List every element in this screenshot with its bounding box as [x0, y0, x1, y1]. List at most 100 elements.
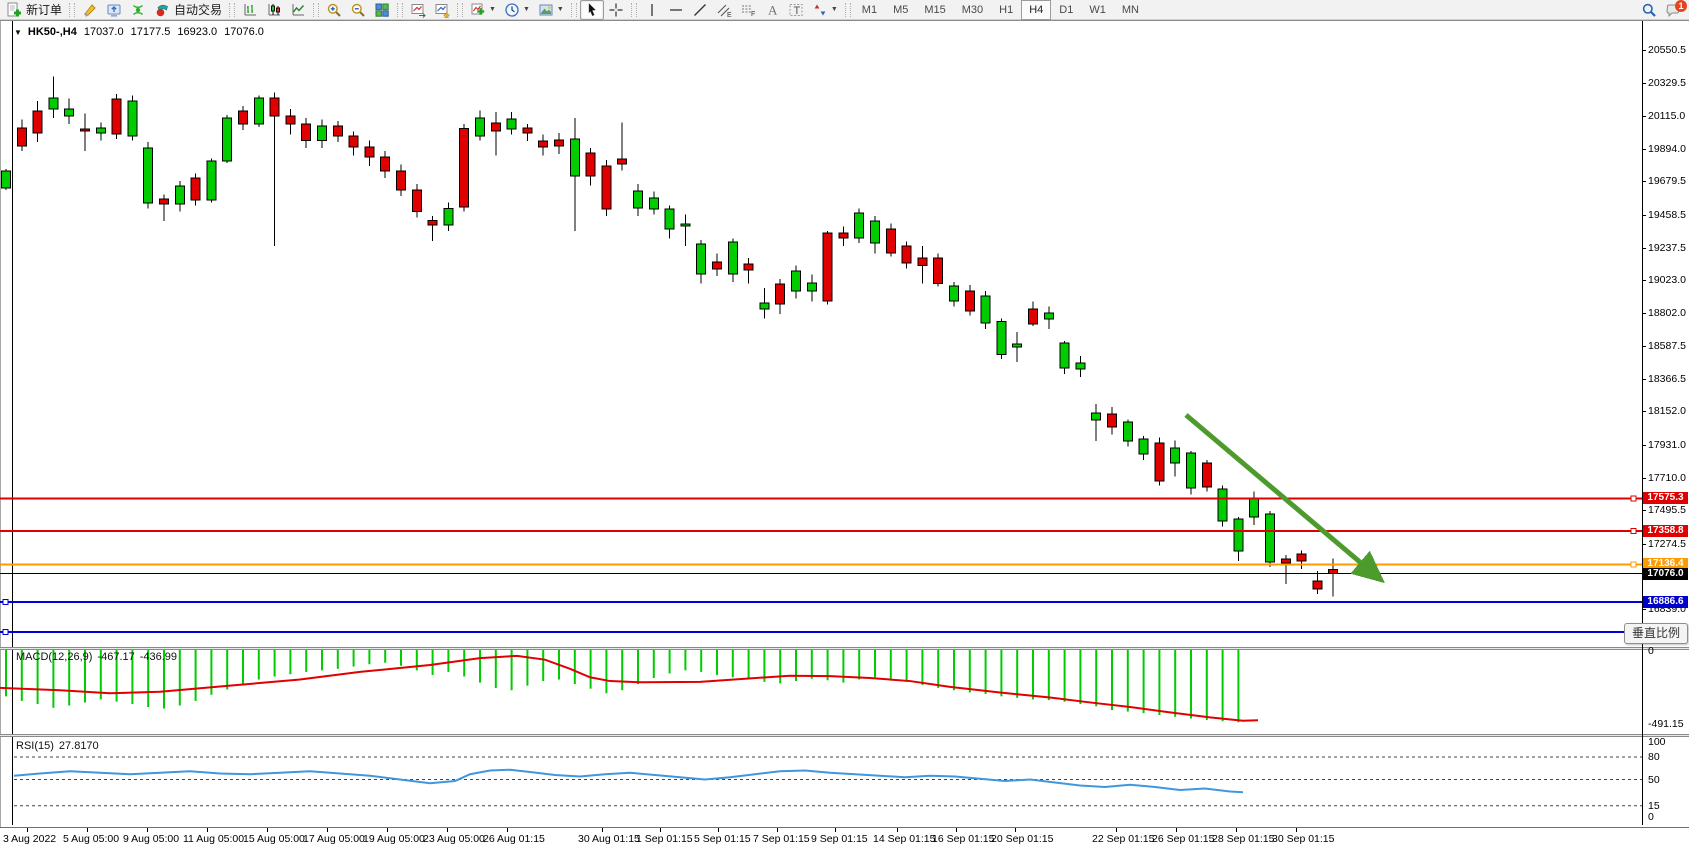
chart-window[interactable]: ▼ HK50-,H4 17037.0 17177.5 16923.0 17076…: [0, 20, 1689, 850]
candle: [380, 151, 391, 179]
candle: [506, 111, 517, 135]
symbol-info-bar: ▼ HK50-,H4 17037.0 17177.5 16923.0 17076…: [14, 26, 271, 38]
candle: [838, 226, 849, 246]
dropdown-arrow-icon[interactable]: ▼: [830, 6, 838, 13]
line-marker[interactable]: [2, 629, 9, 636]
time-label: 22 Sep 01:15: [1092, 833, 1155, 845]
line-marker[interactable]: [1630, 527, 1637, 534]
clock-icon: [504, 2, 520, 18]
collapse-icon[interactable]: ▼: [14, 27, 22, 37]
zoom-in-icon: [326, 2, 342, 18]
line-marker[interactable]: [1630, 561, 1637, 568]
templates-button[interactable]: ▼: [534, 0, 568, 20]
periods-button[interactable]: ▼: [500, 0, 534, 20]
candle: [1170, 440, 1181, 477]
macd-splitter[interactable]: [0, 647, 1689, 650]
cursor-button[interactable]: [579, 0, 604, 20]
time-tick: [1015, 828, 1016, 832]
time-tick: [718, 828, 719, 832]
price-tick-label: 18802.0: [1648, 307, 1686, 320]
bar-chart-button[interactable]: [238, 0, 262, 20]
trendline-button[interactable]: [688, 0, 712, 20]
chart-left-frame: [12, 21, 13, 825]
close-value: 17076.0: [224, 26, 264, 38]
rsi-axis-label: 15: [1648, 799, 1660, 812]
price-tick-label: 17495.5: [1648, 504, 1686, 517]
price-tick-label: 20115.0: [1648, 109, 1686, 122]
line-marker[interactable]: [2, 599, 9, 606]
timeframe-m15-button[interactable]: M15: [924, 3, 946, 16]
price-chart-panel[interactable]: [0, 21, 1642, 647]
candle: [949, 282, 959, 307]
zoom-out-button[interactable]: [346, 0, 370, 20]
news-signal-button[interactable]: [126, 0, 150, 20]
line-chart-button[interactable]: [286, 0, 310, 20]
candle-chart-button[interactable]: [262, 0, 286, 20]
symbol-label: HK50-,H4: [27, 26, 77, 38]
dropdown-arrow-icon[interactable]: ▼: [522, 6, 530, 13]
macd-panel[interactable]: [0, 649, 1642, 734]
equidistant-channel-button[interactable]: E: [712, 0, 736, 20]
timeframe-m30-button[interactable]: M30: [961, 3, 984, 16]
candle: [1059, 340, 1070, 375]
candle: [1280, 554, 1291, 584]
dropdown-arrow-icon[interactable]: ▼: [489, 6, 496, 13]
new-order-button[interactable]: 新订单: [2, 0, 66, 20]
time-axis[interactable]: 3 Aug 2022 5 Aug 05:00 9 Aug 05:00 11 Aug 0…: [0, 827, 1689, 850]
zoom-in-button[interactable]: [322, 0, 346, 20]
tile-windows-button[interactable]: [370, 0, 394, 20]
timeframe-h4-button[interactable]: H4: [1021, 0, 1052, 20]
autotrading-button[interactable]: 自动交易: [150, 0, 226, 20]
price-tick: [1642, 115, 1646, 117]
timeframe-w1-button[interactable]: W1: [1089, 3, 1106, 16]
candle: [601, 160, 612, 216]
arrows-button[interactable]: ▼: [808, 0, 842, 20]
line-marker[interactable]: [1630, 495, 1637, 502]
time-tick: [327, 828, 328, 832]
candle: [680, 214, 691, 246]
candle: [901, 241, 912, 269]
text-button[interactable]: A: [760, 0, 784, 20]
dropdown-arrow-icon[interactable]: ▼: [556, 6, 564, 13]
low-value: 16923.0: [177, 26, 218, 38]
candle: [712, 253, 722, 277]
vertical-line-button[interactable]: [640, 0, 664, 20]
candle: [806, 274, 817, 302]
chart-shift-button[interactable]: [430, 0, 454, 20]
time-tick: [602, 828, 603, 832]
timeframe-m5-button[interactable]: M5: [893, 3, 909, 16]
candle: [143, 141, 154, 209]
price-tick: [1642, 345, 1646, 347]
svg-text:T: T: [793, 5, 800, 17]
new-chart-button[interactable]: [406, 0, 430, 20]
text-label-button[interactable]: T: [784, 0, 808, 20]
publish-button[interactable]: [102, 0, 126, 20]
rsi-splitter[interactable]: [0, 734, 1689, 737]
candle: [1075, 355, 1086, 378]
candle: [1201, 459, 1212, 492]
rsi-line: [13, 768, 1244, 794]
candle: [1122, 419, 1133, 447]
time-label: 3 Aug 2022: [3, 833, 57, 845]
fibonacci-icon: F: [740, 2, 756, 18]
highlighter-button[interactable]: [78, 0, 102, 20]
add-indicator-button[interactable]: ▼: [466, 0, 500, 20]
candle: [111, 93, 122, 139]
crosshair-button[interactable]: [604, 0, 628, 20]
timeframe-mn-button[interactable]: MN: [1121, 3, 1139, 16]
line-chart-icon: [290, 2, 306, 18]
rsi-panel[interactable]: [0, 737, 1642, 827]
price-tick-label: 20550.5: [1648, 44, 1686, 56]
candle: [159, 194, 169, 221]
candle: [174, 181, 185, 212]
vertical-line-icon: [644, 2, 660, 18]
horizontal-line-button[interactable]: [664, 0, 688, 20]
time-tick: [507, 828, 508, 832]
search-button[interactable]: [1637, 0, 1661, 20]
timeframe-d1-button[interactable]: D1: [1059, 3, 1074, 16]
trend-arrow[interactable]: [1184, 413, 1385, 584]
fibonacci-button[interactable]: F: [736, 0, 760, 20]
candle: [348, 131, 359, 156]
timeframe-h1-button[interactable]: H1: [999, 3, 1014, 16]
timeframe-m1-button[interactable]: M1: [861, 3, 878, 16]
